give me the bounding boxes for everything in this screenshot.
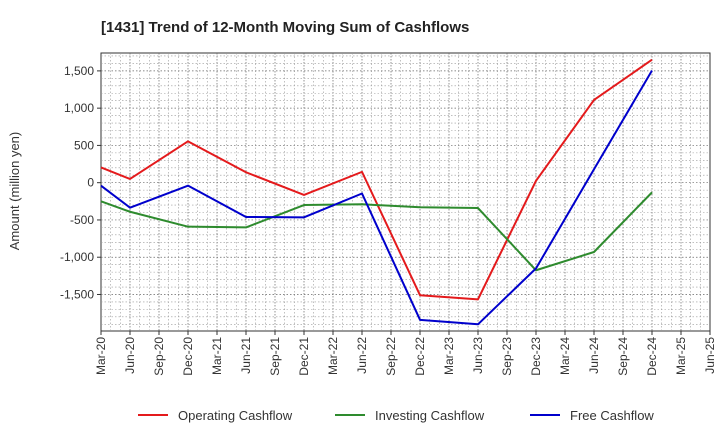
x-tick-label: Jun-21 <box>239 337 253 374</box>
x-tick-label: Dec-20 <box>181 337 195 376</box>
x-tick-label: Sep-23 <box>500 337 514 376</box>
x-tick-label: Mar-20 <box>94 337 108 375</box>
x-tick-label: Sep-21 <box>268 337 282 376</box>
x-tick-label: Jun-25 <box>703 337 717 374</box>
y-tick-label: -500 <box>70 213 94 227</box>
x-tick-label: Dec-22 <box>413 337 427 376</box>
free-cashflow-line <box>100 70 653 326</box>
y-tick-label: -1,000 <box>60 250 94 264</box>
legend-label-free-cashflow: Free Cashflow <box>570 408 654 423</box>
y-axis-title: Amount (million yen) <box>7 132 22 251</box>
x-tick-label: Jun-24 <box>587 337 601 374</box>
legend-label-operating-cashflow: Operating Cashflow <box>178 408 293 423</box>
y-tick-label: 1,500 <box>64 64 94 78</box>
x-tick-label: Dec-21 <box>297 337 311 376</box>
operating-cashflow-line <box>100 58 653 301</box>
y-tick-label: 0 <box>87 176 94 190</box>
y-tick-label: -1,500 <box>60 287 94 301</box>
x-tick-label: Mar-21 <box>210 337 224 375</box>
x-tick-label: Mar-22 <box>326 337 340 375</box>
x-tick-label: Mar-24 <box>558 337 572 375</box>
investing-cashflow-line <box>100 191 653 272</box>
x-axis-ticks: Mar-20 Jun-20 Sep-20 Dec-20 Mar-21 Jun-21 Sep-… <box>94 331 717 376</box>
y-tick-label: 1,000 <box>64 101 94 115</box>
x-tick-label: Mar-25 <box>674 337 688 375</box>
plot-area <box>100 52 711 332</box>
series-lines <box>100 58 653 326</box>
legend-label-investing-cashflow: Investing Cashflow <box>375 408 485 423</box>
x-tick-label: Mar-23 <box>442 337 456 375</box>
plot-border <box>100 52 711 332</box>
x-tick-label: Sep-24 <box>616 337 630 376</box>
y-axis-ticks: -1,500 -1,000 -500 0 500 1,000 1,500 <box>60 64 101 301</box>
x-tick-label: Jun-23 <box>471 337 485 374</box>
x-tick-label: Jun-20 <box>123 337 137 374</box>
x-tick-label: Sep-20 <box>152 337 166 376</box>
chart-title: [1431] Trend of 12-Month Moving Sum of C… <box>101 19 469 36</box>
legend: Operating Cashflow Investing Cashflow Free… <box>138 408 654 423</box>
x-tick-label: Dec-24 <box>645 337 659 376</box>
x-tick-label: Jun-22 <box>355 337 369 374</box>
x-tick-label: Dec-23 <box>529 337 543 376</box>
plot-background <box>101 53 710 331</box>
grid-lines <box>101 53 710 331</box>
x-tick-label: Sep-22 <box>384 337 398 376</box>
y-tick-label: 500 <box>74 138 94 152</box>
